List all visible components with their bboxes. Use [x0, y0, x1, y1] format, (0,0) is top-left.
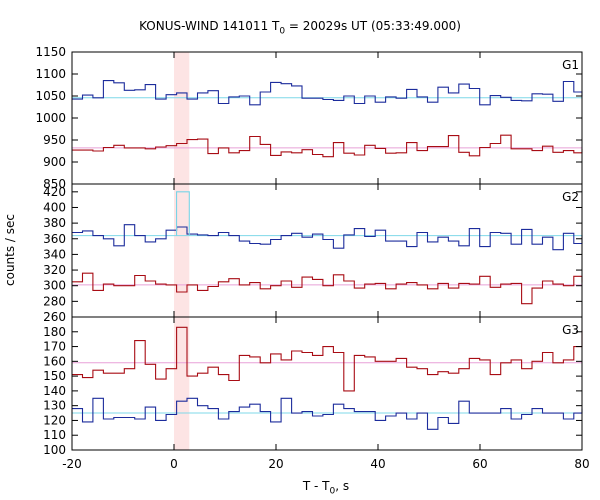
- g2-lower-series: [72, 272, 583, 305]
- g3-panel-label: G3: [562, 323, 579, 337]
- trigger-interval-band: [174, 52, 190, 450]
- g2-ytick-label: 340: [43, 247, 66, 261]
- g3-ytick-label: 170: [43, 340, 66, 354]
- xtick-label: 20: [268, 457, 283, 471]
- g2-ytick-label: 420: [43, 185, 66, 199]
- g3-panel-frame: [71, 316, 583, 451]
- g1-ytick-label: 900: [43, 155, 66, 169]
- g2-ytick-label: 320: [43, 263, 66, 277]
- label-layer: 8509009501000105011001150G12602803003203…: [3, 45, 590, 471]
- g3-ytick-label: 150: [43, 369, 66, 383]
- g1-ytick-label: 1000: [35, 111, 66, 125]
- g2-ytick-label: 360: [43, 232, 66, 246]
- tick-layer: [71, 51, 583, 451]
- y-axis-label: counts / sec: [3, 214, 17, 286]
- g1-upper-series: [72, 80, 583, 106]
- g2-upper-series: [72, 224, 583, 251]
- x-axis-label: T - T0, s: [302, 479, 350, 497]
- g3-lower-series: [72, 326, 583, 392]
- g1-ytick-label: 1100: [35, 67, 66, 81]
- g3-ytick-label: 120: [43, 413, 66, 427]
- g2-ytick-label: 400: [43, 200, 66, 214]
- g1-ytick-label: 1050: [35, 89, 66, 103]
- xtick-label: -20: [62, 457, 82, 471]
- panel-frames: [71, 51, 583, 451]
- g2-panel-label: G2: [562, 190, 579, 204]
- g1-lower-series: [72, 134, 583, 158]
- g2-trigger-burst: [176, 191, 190, 236]
- g3-ytick-label: 100: [43, 443, 66, 457]
- background-levels: [72, 97, 582, 414]
- trigger-highlight-band: [174, 52, 190, 450]
- chart-title: KONUS-WIND 141011 T0 = 20029s UT (05:33:…: [139, 19, 461, 37]
- xtick-label: 40: [370, 457, 385, 471]
- xtick-label: 80: [574, 457, 589, 471]
- g1-panel-frame: [71, 51, 583, 185]
- g1-panel-label: G1: [562, 58, 579, 72]
- g3-ytick-label: 160: [43, 354, 66, 368]
- xtick-label: 60: [472, 457, 487, 471]
- g3-ytick-label: 110: [43, 428, 66, 442]
- g1-ytick-label: 950: [43, 133, 66, 147]
- g3-ytick-label: 180: [43, 325, 66, 339]
- g2-ytick-label: 280: [43, 294, 66, 308]
- g2-ytick-label: 260: [43, 310, 66, 324]
- g3-ytick-label: 140: [43, 384, 66, 398]
- g3-ytick-label: 130: [43, 399, 66, 413]
- xtick-label: 0: [170, 457, 178, 471]
- g1-ytick-label: 850: [43, 177, 66, 191]
- g2-ytick-label: 300: [43, 279, 66, 293]
- g2-ytick-label: 380: [43, 216, 66, 230]
- g2-panel-frame: [71, 183, 583, 318]
- g3-upper-series: [72, 397, 583, 430]
- series-layer: [72, 80, 583, 430]
- g1-ytick-label: 1150: [35, 45, 66, 59]
